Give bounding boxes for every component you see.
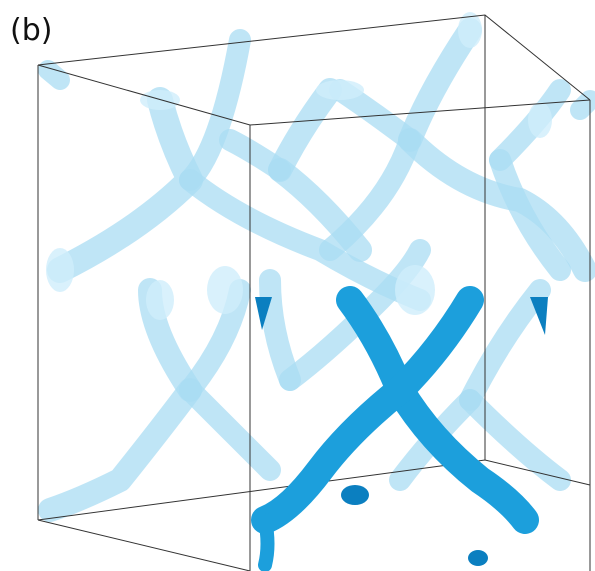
tube-end	[341, 485, 369, 505]
page: (b) (() => { const data = JSON.parse(doc…	[0, 0, 595, 571]
tube	[265, 520, 268, 565]
tube-end	[46, 248, 74, 292]
light-network	[46, 12, 590, 510]
tube	[280, 90, 330, 170]
tube	[190, 390, 270, 470]
tube-end	[207, 266, 243, 314]
tube-end	[395, 265, 435, 315]
cube-edge	[38, 15, 590, 100]
tube	[50, 390, 190, 510]
tube	[60, 100, 190, 270]
tube	[410, 30, 470, 140]
tube	[580, 100, 590, 110]
tube	[330, 140, 410, 250]
tube	[270, 280, 290, 380]
tube	[230, 140, 280, 170]
panel-label: (b)	[10, 13, 52, 48]
tube-end	[528, 102, 552, 138]
tube-end	[468, 550, 488, 566]
figure: (b)	[0, 0, 595, 571]
cube-edge	[38, 520, 250, 571]
tube	[48, 70, 60, 80]
tube-end	[316, 80, 364, 100]
tube-end	[146, 280, 174, 320]
